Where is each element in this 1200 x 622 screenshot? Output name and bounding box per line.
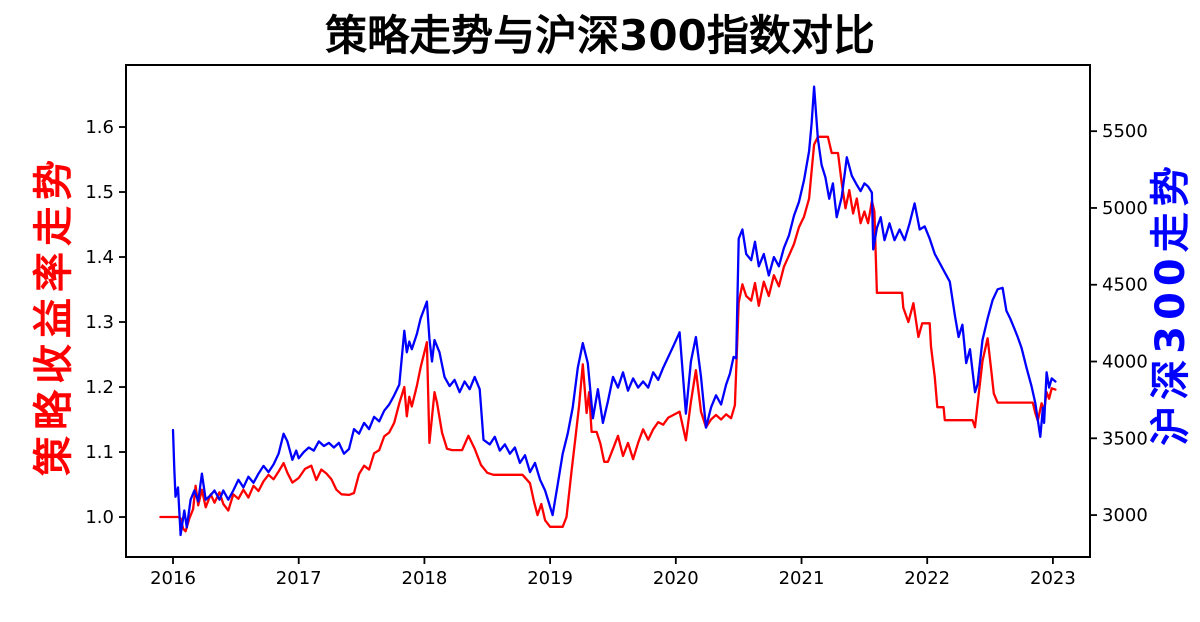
left-tick-label: 1.3 — [85, 312, 114, 333]
csi300-line — [171, 85, 1057, 537]
x-tick-label: 2023 — [1030, 568, 1076, 589]
x-tick-label: 2020 — [653, 568, 699, 589]
x-tick-label: 2018 — [402, 568, 448, 589]
right-axis-label: 沪深300走势 — [1148, 160, 1194, 446]
plot-border — [125, 64, 1091, 558]
x-tick-label: 2017 — [276, 568, 322, 589]
chart-title: 策略走势与沪深300指数对比 — [325, 11, 875, 60]
left-axis-label: 策略收益率走势 — [31, 154, 77, 476]
x-tick-label: 2021 — [779, 568, 825, 589]
right-tick-label: 4500 — [1102, 275, 1148, 296]
x-tick-label: 2019 — [527, 568, 573, 589]
right-tick-label: 5500 — [1102, 121, 1148, 142]
left-tick-label: 1.5 — [85, 182, 114, 203]
right-tick-label: 4000 — [1102, 352, 1148, 373]
strategy-line — [159, 135, 1057, 533]
right-tick-label: 3000 — [1102, 505, 1148, 526]
left-tick-label: 1.2 — [85, 377, 114, 398]
x-tick-label: 2022 — [904, 568, 950, 589]
left-tick-label: 1.6 — [85, 117, 114, 138]
right-tick-label: 3500 — [1102, 428, 1148, 449]
left-tick-label: 1.1 — [85, 442, 114, 463]
x-tick-label: 2016 — [150, 568, 196, 589]
left-tick-label: 1.4 — [85, 247, 114, 268]
right-tick-label: 5000 — [1102, 198, 1148, 219]
left-tick-label: 1.0 — [85, 507, 114, 528]
